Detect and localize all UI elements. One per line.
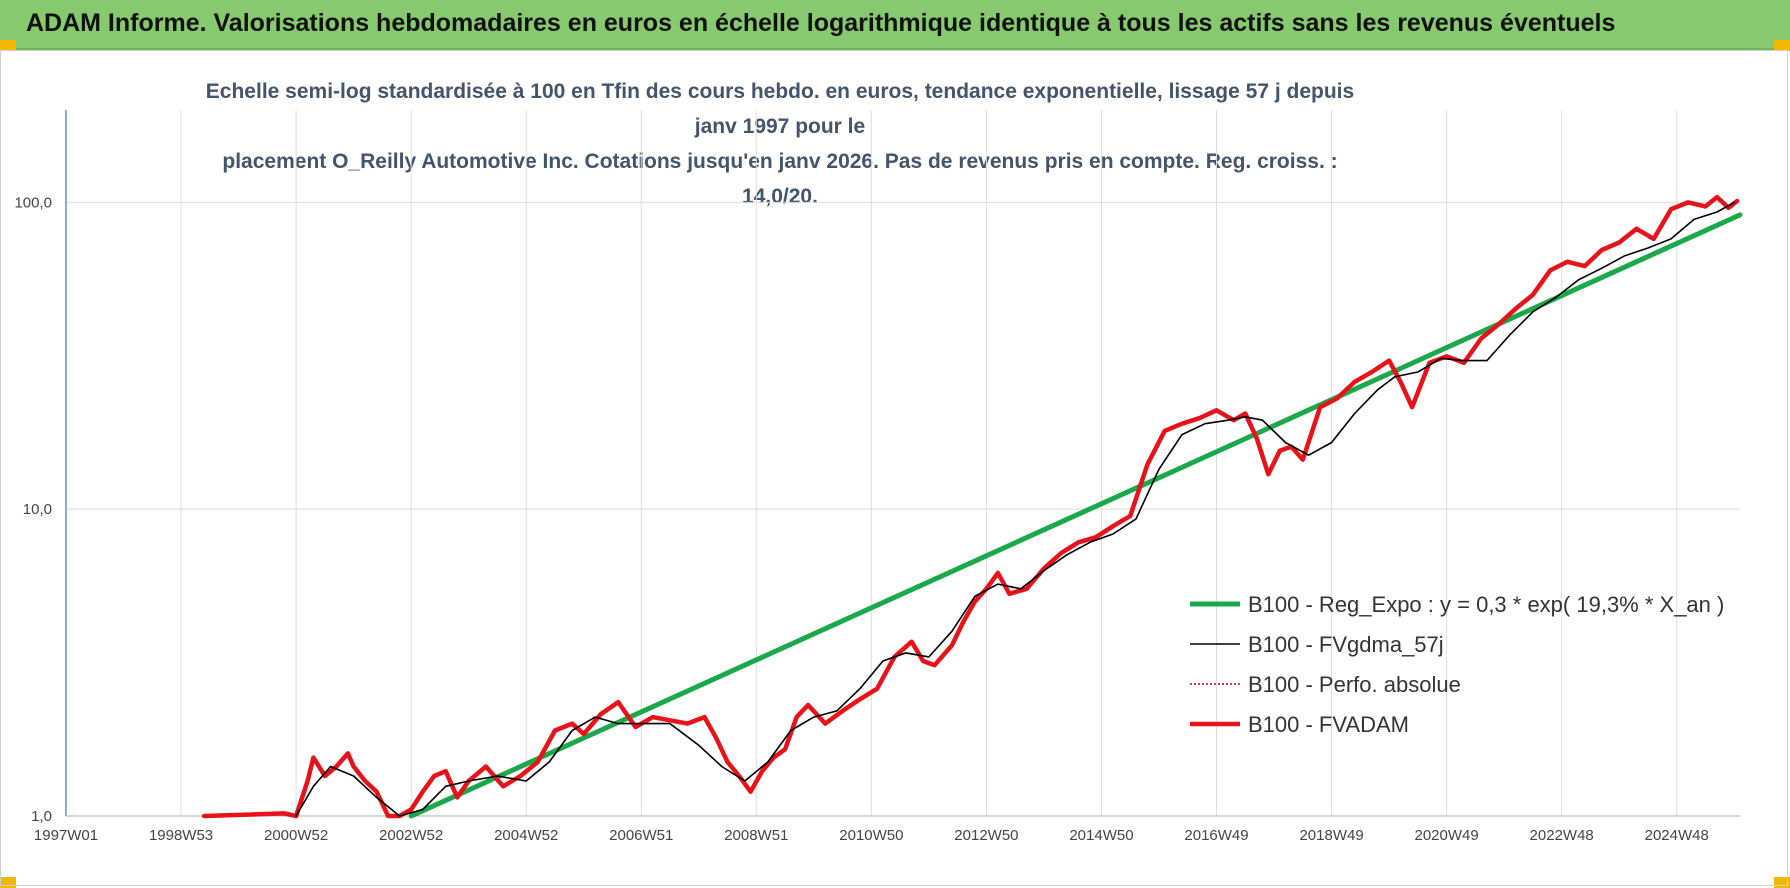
chart-frame xyxy=(0,50,1788,886)
x-tick-label: 2016W49 xyxy=(1184,827,1248,844)
x-tick-label: 2014W50 xyxy=(1069,827,1133,844)
x-tick-label: 2000W52 xyxy=(264,827,328,844)
corner-marker xyxy=(1774,40,1790,51)
x-tick-label: 2020W49 xyxy=(1415,827,1479,844)
axis-layer: 1997W01 1998W53 2000W52 2002W52 2004W52 2006W… xyxy=(14,110,1740,844)
corner-marker xyxy=(0,40,16,51)
series-line-1 xyxy=(295,201,1735,817)
series-line-0 xyxy=(408,212,1743,819)
x-tick-label: 2004W52 xyxy=(494,827,558,844)
report-title: ADAM Informe. Valorisations hebdomadaire… xyxy=(26,9,1616,37)
x-tick-label: 2012W50 xyxy=(954,827,1018,844)
y-tick-label: 10,0 xyxy=(23,501,52,518)
chart-title-line1: Echelle semi-log standardisée à 100 en T… xyxy=(205,80,1355,138)
y-tick-label: 1,0 xyxy=(31,808,52,825)
corner-marker xyxy=(1774,877,1790,888)
chart-legend: B100 - Reg_Expo : y = 0,3 * exp( 19,3% *… xyxy=(1190,592,1724,737)
x-tick-label: 2002W52 xyxy=(379,827,443,844)
legend-entry-1: B100 - FVgdma_57j xyxy=(1248,632,1444,657)
series-layer xyxy=(201,194,1743,819)
y-tick-label: 100,0 xyxy=(14,194,52,211)
x-tick-label: 2010W50 xyxy=(839,827,903,844)
x-tick-label: 2008W51 xyxy=(724,827,788,844)
legend-entry-2: B100 - Perfo. absolue xyxy=(1248,672,1461,697)
x-tick-label: 2024W48 xyxy=(1645,827,1709,844)
x-tick-label: 2018W49 xyxy=(1299,827,1363,844)
series-line-3 xyxy=(201,194,1740,819)
legend-entry-3: B100 - FVADAM xyxy=(1248,712,1409,737)
chart-title: Echelle semi-log standardisée à 100 en T… xyxy=(200,74,1360,214)
corner-marker xyxy=(0,877,16,888)
grid-layer xyxy=(65,110,1740,817)
report-header: ADAM Informe. Valorisations hebdomadaire… xyxy=(0,0,1790,50)
x-tick-label: 2006W51 xyxy=(609,827,673,844)
x-tick-label: 1997W01 xyxy=(34,827,98,844)
x-tick-label: 2022W48 xyxy=(1530,827,1594,844)
x-tick-label: 1998W53 xyxy=(149,827,213,844)
legend-entry-0: B100 - Reg_Expo : y = 0,3 * exp( 19,3% *… xyxy=(1248,592,1724,617)
